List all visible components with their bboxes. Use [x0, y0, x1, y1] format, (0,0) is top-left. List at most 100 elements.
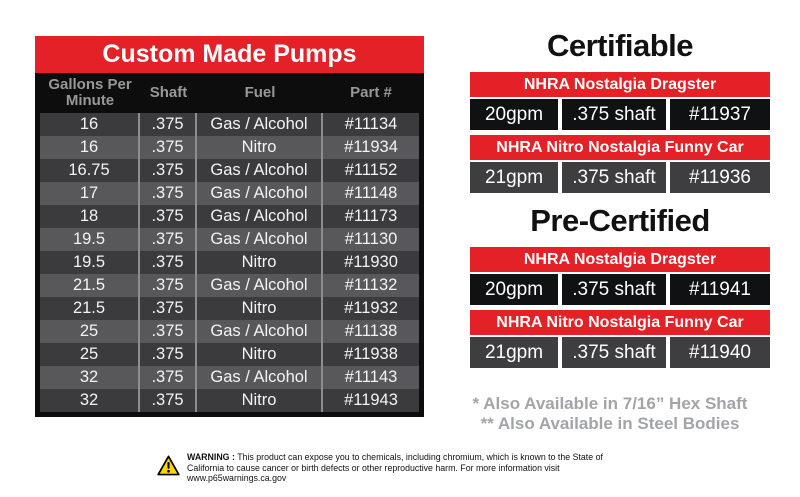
table-cell: 19.5 [40, 251, 140, 274]
header-cell: Fuel [244, 84, 276, 101]
spec-row: 20gpm .375 shaft #11937 [470, 99, 770, 130]
spec-cell-part: #11937 [670, 99, 770, 130]
pump-table-header: Gallons Per Minute Shaft Fuel Part # [35, 73, 424, 113]
table-cell: .375 [140, 366, 197, 389]
table-cell: Nitro [197, 136, 323, 159]
table-cell: #11173 [344, 207, 398, 225]
spec-cell-gpm: 21gpm [470, 162, 558, 193]
class-banner: NHRA Nitro Nostalgia Funny Car [470, 135, 770, 160]
table-cell: Gas / Alcohol [197, 366, 323, 389]
table-cell: #11132 [344, 276, 398, 294]
table-cell: Nitro [197, 297, 323, 320]
spec-cell-gpm: 20gpm [470, 99, 558, 130]
spec-cell-shaft: .375 shaft [562, 99, 666, 130]
table-cell: #11138 [344, 322, 398, 340]
table-cell: .375 [140, 228, 197, 251]
table-cell: #11938 [344, 345, 398, 363]
table-cell: Nitro [197, 343, 323, 366]
spec-cell-shaft: .375 shaft [562, 337, 666, 368]
spec-cell-gpm: 20gpm [470, 274, 558, 305]
certification-column: Certifiable NHRA Nostalgia Dragster 20gp… [470, 0, 770, 440]
table-cell: Gas / Alcohol [197, 113, 323, 136]
table-cell: .375 [140, 320, 197, 343]
spec-cell-shaft: .375 shaft [562, 274, 666, 305]
table-cell: .375 [140, 205, 197, 228]
table-cell: .375 [140, 113, 197, 136]
table-row: 21.5.375 Nitro #11932 [40, 297, 419, 320]
table-row: 17.375 Gas / Alcohol #11148 [40, 182, 419, 205]
spec-cell-gpm: 21gpm [470, 337, 558, 368]
table-cell: .375 [140, 182, 197, 205]
class-banner: NHRA Nitro Nostalgia Funny Car [470, 310, 770, 335]
warning-label: WARNING : [187, 452, 235, 462]
spec-cell-part: #11941 [670, 274, 770, 305]
class-banner: NHRA Nostalgia Dragster [470, 72, 770, 97]
table-cell: 17 [40, 182, 140, 205]
table-cell: 21.5 [40, 297, 140, 320]
table-cell: #11148 [344, 184, 398, 202]
table-row: 25.375 Gas / Alcohol #11138 [40, 320, 419, 343]
table-cell: 21.5 [40, 274, 140, 297]
header-cell: Part # [350, 84, 392, 101]
table-cell: .375 [140, 159, 197, 182]
header-cell: Shaft [149, 84, 188, 101]
table-cell: Gas / Alcohol [197, 182, 323, 205]
table-row: 19.5.375 Nitro #11930 [40, 251, 419, 274]
table-cell: .375 [140, 389, 197, 412]
table-cell: 18 [40, 205, 140, 228]
spec-row: 21gpm .375 shaft #11936 [470, 162, 770, 193]
table-row: 16.375 Nitro #11934 [40, 136, 419, 159]
table-cell: 32 [40, 366, 140, 389]
table-cell: 16 [40, 136, 140, 159]
prop65-warning: WARNING : This product can expose you to… [157, 452, 643, 484]
table-cell: Gas / Alcohol [197, 228, 323, 251]
header-cell: Gallons Per Minute [48, 76, 132, 109]
footnote-hex-shaft: * Also Available in 7/16” Hex Shaft [472, 394, 748, 413]
table-cell: #11130 [344, 230, 398, 248]
table-cell: Gas / Alcohol [197, 274, 323, 297]
table-cell: #11932 [344, 299, 398, 317]
pump-table: Custom Made Pumps Gallons Per Minute Shaf… [35, 36, 424, 417]
warning-text: WARNING : This product can expose you to… [187, 452, 642, 484]
table-cell: .375 [140, 251, 197, 274]
table-cell: 25 [40, 320, 140, 343]
table-cell: #11143 [344, 368, 398, 386]
table-row: 18.375 Gas / Alcohol #11173 [40, 205, 419, 228]
table-cell: .375 [140, 343, 197, 366]
table-cell: #11134 [344, 115, 398, 133]
table-cell: #11934 [344, 138, 398, 156]
table-row: 21.5.375 Gas / Alcohol #11132 [40, 274, 419, 297]
table-row: 32.375 Nitro #11943 [40, 389, 419, 412]
table-cell: 16 [40, 113, 140, 136]
table-cell: Gas / Alcohol [197, 320, 323, 343]
table-cell: Gas / Alcohol [197, 159, 323, 182]
table-cell: #11943 [344, 391, 398, 409]
spec-cell-part: #11940 [670, 337, 770, 368]
table-cell: #11152 [344, 161, 398, 179]
table-cell: 32 [40, 389, 140, 412]
spec-row: 20gpm .375 shaft #11941 [470, 274, 770, 305]
footnotes: * Also Available in 7/16” Hex Shaft ** A… [425, 394, 795, 433]
table-cell: Gas / Alcohol [197, 205, 323, 228]
table-cell: Nitro [197, 389, 323, 412]
table-cell: 25 [40, 343, 140, 366]
warning-triangle-icon [157, 455, 180, 481]
table-cell: .375 [140, 274, 197, 297]
table-cell: Nitro [197, 251, 323, 274]
table-cell: .375 [140, 297, 197, 320]
certifiable-title: Certifiable [546, 28, 694, 63]
table-cell: #11930 [344, 253, 398, 271]
spec-cell-part: #11936 [670, 162, 770, 193]
class-banner: NHRA Nostalgia Dragster [470, 247, 770, 272]
table-row: 32.375 Gas / Alcohol #11143 [40, 366, 419, 389]
table-row: 25.375 Nitro #11938 [40, 343, 419, 366]
footnote-steel-body: ** Also Available in Steel Bodies [480, 413, 740, 433]
table-row: 16.375 Gas / Alcohol #11134 [40, 113, 419, 136]
pump-table-body: 16.375 Gas / Alcohol #11134 16.375 Nitro #119… [35, 113, 424, 417]
pump-table-title: Custom Made Pumps [35, 36, 424, 73]
table-row: 19.5.375 Gas / Alcohol #11130 [40, 228, 419, 251]
table-row: 16.75.375 Gas / Alcohol #11152 [40, 159, 419, 182]
table-cell: 16.75 [40, 159, 140, 182]
warning-body: This product can expose you to chemicals… [187, 452, 603, 484]
spec-row: 21gpm .375 shaft #11940 [470, 337, 770, 368]
